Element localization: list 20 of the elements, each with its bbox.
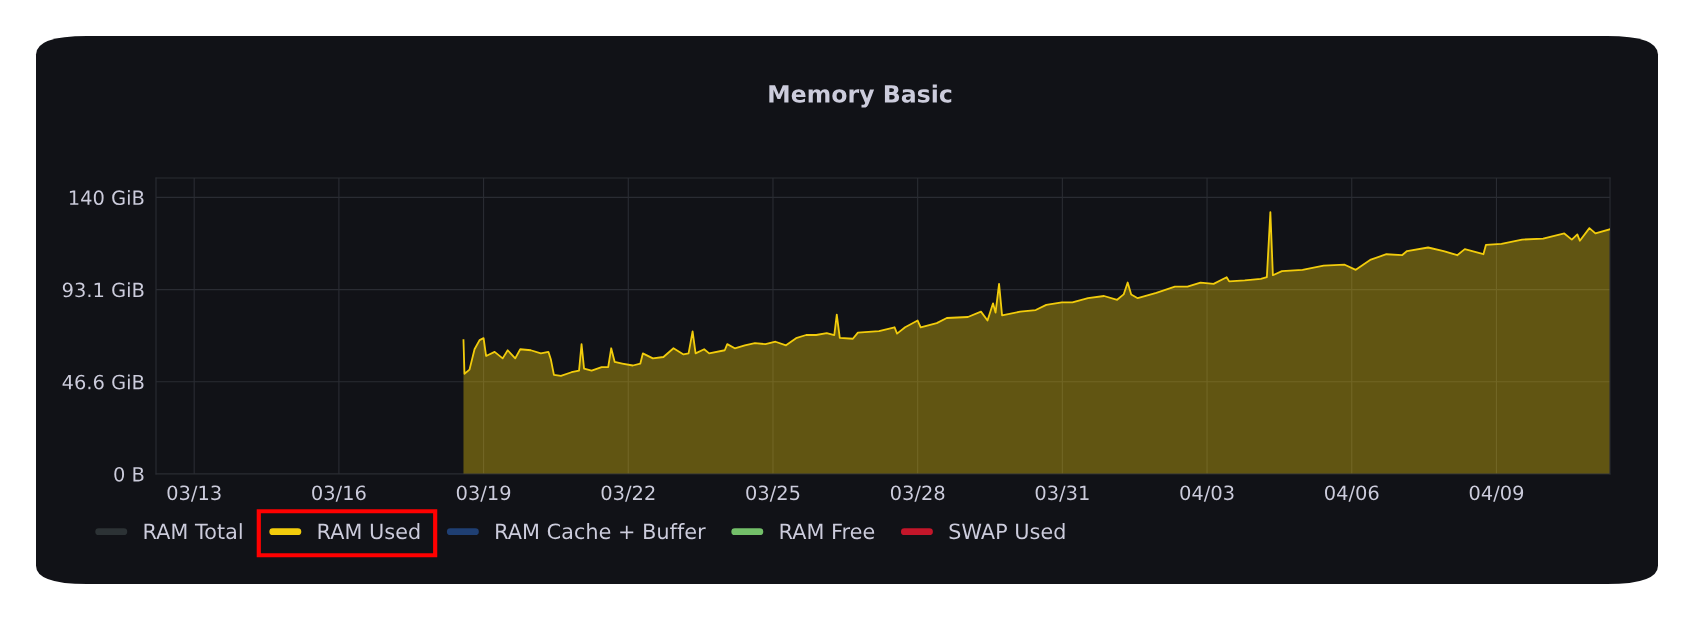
- y-tick-label: 93.1 GiB: [62, 282, 144, 298]
- x-tick-label: 04/03: [1180, 485, 1234, 502]
- x-tick-label: 03/22: [601, 485, 655, 502]
- legend-label: SWAP Used: [949, 523, 1065, 540]
- x-tick-label: 03/31: [1035, 485, 1089, 502]
- y-tick-label: 0 B: [114, 466, 144, 482]
- chart-title: Memory Basic: [769, 84, 952, 108]
- legend-label: RAM Cache + Buffer: [496, 523, 706, 540]
- x-tick-label: 03/28: [890, 485, 945, 502]
- legend-label: RAM Free: [780, 523, 875, 540]
- legend-label: RAM Used: [318, 523, 420, 540]
- x-tick-label: 03/19: [456, 485, 511, 502]
- legend-label: RAM Total: [144, 523, 242, 540]
- x-tick-label: 03/25: [746, 485, 800, 502]
- x-tick-label: 03/16: [312, 485, 366, 502]
- y-tick-label: 46.6 GiB: [62, 374, 144, 390]
- x-tick-label: 04/06: [1325, 485, 1379, 502]
- x-tick-label: 03/13: [167, 485, 221, 502]
- y-tick-label: 140 GiB: [69, 190, 144, 206]
- x-tick-label: 04/09: [1469, 485, 1524, 502]
